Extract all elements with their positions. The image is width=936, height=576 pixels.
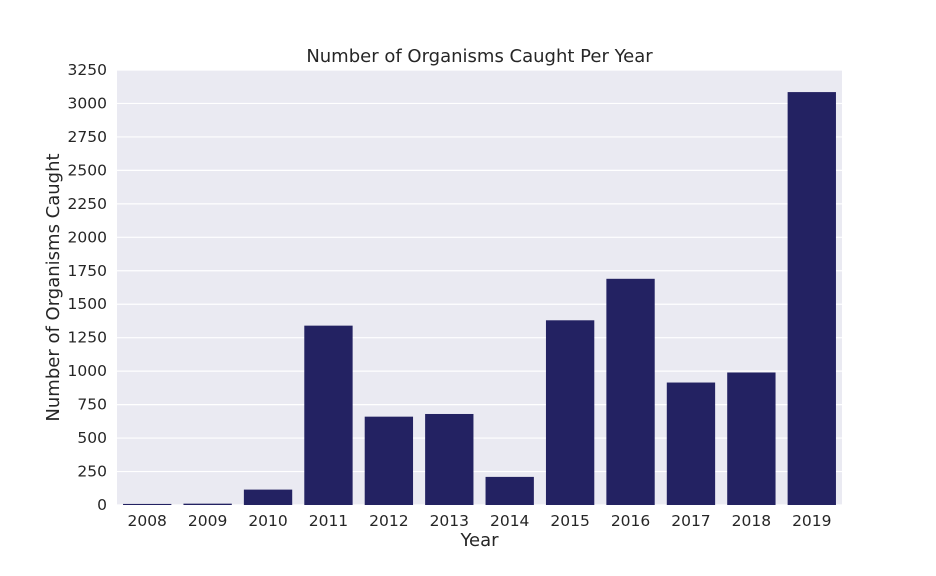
y-tick-label: 3250 xyxy=(68,61,107,79)
bar-2012 xyxy=(364,416,414,505)
bar-2010 xyxy=(243,489,293,505)
x-tick-label: 2014 xyxy=(490,512,529,530)
bar-2015 xyxy=(545,320,595,505)
bar-2014 xyxy=(485,476,534,505)
y-tick-labels: 0 250 500 750 1000 1250 1500 1750 2000 2250 2500 27… xyxy=(68,61,107,514)
x-tick-label: 2019 xyxy=(792,512,831,530)
y-tick-label: 2500 xyxy=(68,161,107,179)
y-tick-label: 1750 xyxy=(68,262,107,280)
x-tick-label: 2018 xyxy=(732,512,771,530)
x-tick-labels: 2008 2009 2010 2011 2012 2013 2014 2015 2016 2017… xyxy=(127,512,831,530)
bar-2017 xyxy=(666,382,716,505)
x-axis-label: Year xyxy=(459,530,499,551)
y-tick-label: 250 xyxy=(77,463,107,481)
grid-lines xyxy=(117,69,842,506)
bar-2019 xyxy=(787,92,836,505)
y-tick-label: 1000 xyxy=(68,362,107,380)
bar-2013 xyxy=(425,413,474,505)
y-tick-label: 2750 xyxy=(68,128,107,146)
y-tick-label: 1500 xyxy=(68,295,107,313)
y-tick-label: 500 xyxy=(77,429,107,447)
y-axis-label: Number of Organisms Caught xyxy=(43,153,64,421)
bar-2011 xyxy=(304,325,353,505)
y-tick-label: 2000 xyxy=(68,228,107,246)
y-tick-label: 2250 xyxy=(68,195,107,213)
x-tick-label: 2010 xyxy=(248,512,287,530)
bar-2009 xyxy=(183,503,232,505)
x-tick-label: 2009 xyxy=(188,512,227,530)
x-tick-label: 2017 xyxy=(671,512,710,530)
chart-title: Number of Organisms Caught Per Year xyxy=(306,46,653,67)
bar-2008 xyxy=(123,503,172,505)
bar-2016 xyxy=(606,278,655,505)
x-tick-label: 2012 xyxy=(369,512,408,530)
y-tick-label: 3000 xyxy=(68,94,107,112)
bars xyxy=(123,92,836,505)
x-tick-label: 2011 xyxy=(309,512,348,530)
x-tick-label: 2015 xyxy=(550,512,589,530)
y-tick-label: 750 xyxy=(77,396,107,414)
bar-2018 xyxy=(727,372,776,505)
plot-background xyxy=(117,70,842,505)
y-tick-label: 0 xyxy=(97,496,107,514)
y-tick-label: 1250 xyxy=(68,329,107,347)
x-tick-label: 2013 xyxy=(430,512,469,530)
x-tick-label: 2008 xyxy=(127,512,166,530)
x-tick-label: 2016 xyxy=(611,512,650,530)
